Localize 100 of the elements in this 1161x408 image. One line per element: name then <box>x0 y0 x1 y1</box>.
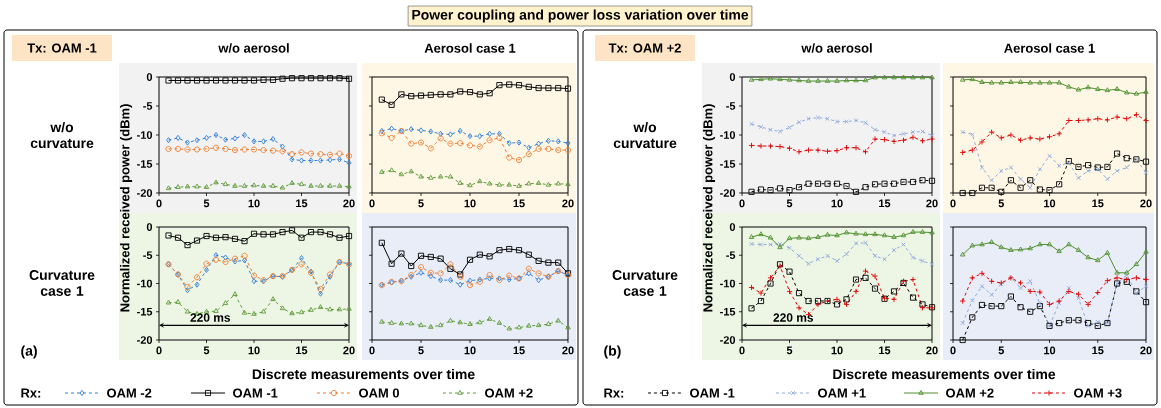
point <box>795 304 803 311</box>
point <box>232 183 238 188</box>
y-tick-label: 0 <box>729 73 736 81</box>
point <box>175 299 181 304</box>
point <box>1007 293 1014 300</box>
point <box>467 182 473 188</box>
point <box>814 180 822 187</box>
point <box>408 93 415 100</box>
point <box>408 168 414 174</box>
y-tick-label: -15 <box>720 160 736 168</box>
point <box>447 173 454 179</box>
point <box>251 278 257 285</box>
point <box>379 318 385 324</box>
point <box>398 320 405 326</box>
point <box>871 136 879 143</box>
point <box>232 291 238 296</box>
point <box>261 138 266 145</box>
point <box>989 177 994 183</box>
point <box>388 260 395 267</box>
point <box>486 137 493 144</box>
point <box>213 179 219 185</box>
point <box>184 146 191 153</box>
legend-label: OAM +3 <box>1074 388 1122 398</box>
y-tick-label: -10 <box>720 279 736 288</box>
chart-title: w/o aerosol <box>801 43 872 53</box>
point <box>1027 79 1033 85</box>
point <box>260 183 267 188</box>
x-tick-label: 0 <box>950 346 956 355</box>
point <box>388 320 395 325</box>
point <box>535 145 542 152</box>
point <box>890 288 898 295</box>
point <box>757 290 765 297</box>
point <box>988 79 995 85</box>
point <box>844 251 849 257</box>
point <box>346 183 352 189</box>
x-axis-title: Discrete measurements over time <box>252 368 475 380</box>
x-tick-label: 0 <box>739 346 745 355</box>
text: Curvature case 1 <box>29 270 95 296</box>
point <box>1008 165 1014 170</box>
x-axis-title: Discrete measurements over time <box>833 368 1056 380</box>
point <box>250 230 258 237</box>
point <box>486 90 493 97</box>
point <box>336 183 343 188</box>
point <box>516 324 522 330</box>
point <box>1047 153 1052 159</box>
x-tick-label: 5 <box>418 199 424 208</box>
point <box>919 177 926 184</box>
point <box>418 269 424 276</box>
point <box>909 294 917 301</box>
point <box>1066 241 1072 247</box>
point <box>988 184 995 191</box>
point <box>447 261 454 268</box>
point <box>203 77 210 84</box>
x-tick-label: 15 <box>296 199 308 208</box>
point <box>203 145 210 152</box>
point <box>920 258 925 264</box>
chart-title: Aerosol case 1 <box>1004 43 1095 53</box>
x-tick-label: 5 <box>786 199 793 208</box>
point <box>871 181 879 188</box>
point <box>1018 176 1023 182</box>
point <box>269 231 277 238</box>
point <box>1095 257 1101 263</box>
point <box>298 75 305 82</box>
text: w/o curvature <box>30 121 94 149</box>
point <box>1104 277 1111 284</box>
point <box>251 310 257 316</box>
point <box>535 322 542 328</box>
point <box>213 131 219 139</box>
point <box>1133 261 1140 267</box>
point <box>345 152 353 159</box>
x-tick-label: 20 <box>926 346 938 355</box>
point <box>748 142 755 149</box>
point <box>815 115 821 120</box>
point <box>786 145 793 152</box>
point <box>327 306 333 312</box>
point <box>777 129 783 134</box>
point <box>1056 130 1063 137</box>
point <box>545 181 552 187</box>
point <box>428 323 434 329</box>
point <box>427 145 434 152</box>
point <box>194 137 200 144</box>
point <box>1142 276 1150 283</box>
point <box>824 148 831 155</box>
point <box>525 151 532 158</box>
point <box>388 101 395 108</box>
point <box>317 75 324 82</box>
point <box>833 301 841 308</box>
point <box>288 75 296 82</box>
point <box>833 180 841 187</box>
point <box>900 137 907 144</box>
x-tick-label: 0 <box>739 199 745 208</box>
point <box>1046 241 1053 247</box>
point <box>326 231 334 238</box>
point <box>307 75 315 82</box>
point <box>1027 134 1034 141</box>
point <box>496 181 503 187</box>
y-tick-label: -10 <box>137 279 153 288</box>
point <box>796 119 802 125</box>
point <box>165 299 172 305</box>
x-tick-label: 5 <box>786 346 793 355</box>
